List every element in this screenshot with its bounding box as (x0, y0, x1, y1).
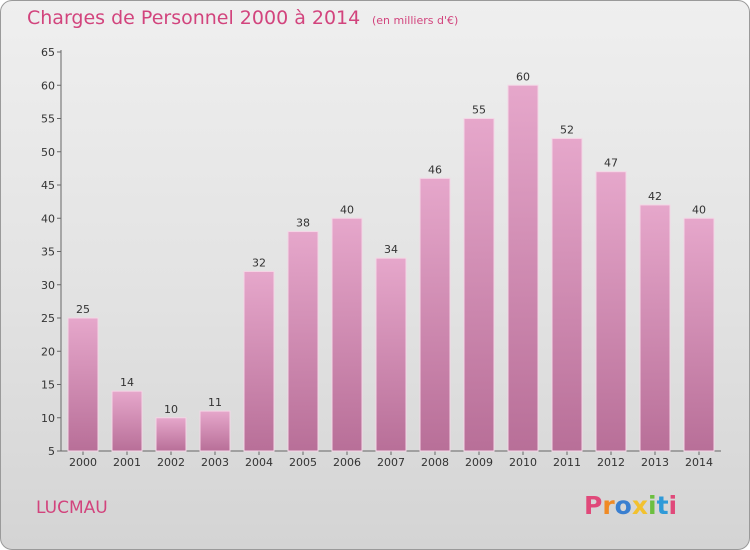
bars (67, 84, 715, 452)
y-tick-label: 20 (41, 345, 55, 358)
bar-2007 (375, 257, 407, 452)
logo-letter: t (656, 491, 669, 520)
data-label: 34 (384, 243, 398, 256)
x-tick-label: 2000 (69, 456, 97, 469)
bar-2005 (287, 231, 319, 452)
x-tick-label: 2008 (421, 456, 449, 469)
y-tick-label: 40 (41, 212, 55, 225)
bar-2013 (639, 204, 671, 452)
labels: 25 14 10 11 32 38 40 34 46 55 60 52 47 42 40 (76, 70, 706, 416)
bar-2014 (683, 217, 715, 452)
logo-letter: o (614, 491, 632, 520)
x-tick-label: 2005 (289, 456, 317, 469)
commune-name: LUCMAU (36, 498, 108, 518)
data-label: 38 (296, 217, 310, 230)
y-tick-label: 50 (41, 146, 55, 159)
logo-letter: i (668, 491, 678, 520)
chart-subtitle: (en milliers d'€) (372, 14, 459, 27)
x-tick-label: 2002 (157, 456, 185, 469)
bar-2006 (331, 217, 363, 452)
data-label: 42 (648, 190, 662, 203)
bar-2010 (507, 84, 539, 452)
x-tick-label: 2004 (245, 456, 273, 469)
y-tick-label: 35 (41, 246, 55, 259)
bar-2001 (111, 390, 143, 452)
x-tick-label: 2014 (685, 456, 713, 469)
x-tick-label: 2013 (641, 456, 669, 469)
x-tick-label: 2006 (333, 456, 361, 469)
chart-title: Charges de Personnel 2000 à 2014 (27, 7, 361, 29)
data-label: 10 (164, 403, 178, 416)
logo-letter: P (584, 491, 603, 520)
y-tick-label: 10 (41, 412, 55, 425)
data-label: 46 (428, 163, 442, 176)
bar-2012 (595, 171, 627, 452)
bar-2011 (551, 137, 583, 452)
y-tick-label: 55 (41, 113, 55, 126)
x-tick-label: 2009 (465, 456, 493, 469)
y-tick-label: 15 (41, 379, 55, 392)
x-tick-label: 2003 (201, 456, 229, 469)
y-tick-label: 60 (41, 79, 55, 92)
x-tick-label: 2001 (113, 456, 141, 469)
logo-letter: i (648, 491, 657, 520)
bar-2002 (155, 417, 187, 452)
bar-2009 (463, 118, 495, 452)
proxiti-logo: Proxiti (584, 491, 677, 520)
bar-2000 (67, 317, 99, 452)
x-tick-label: 2010 (509, 456, 537, 469)
data-label: 55 (472, 104, 486, 117)
x-tick-label: 2007 (377, 456, 405, 469)
y-tick-label: 25 (41, 312, 55, 325)
y-tick-label: 5 (48, 445, 55, 458)
data-label: 52 (560, 123, 574, 136)
y-tick-label: 45 (41, 179, 55, 192)
x-tick-label: 2011 (553, 456, 581, 469)
data-label: 40 (692, 203, 706, 216)
bar-2004 (243, 270, 275, 452)
data-label: 32 (252, 256, 266, 269)
bar-2003 (199, 410, 231, 452)
logo-letter: r (602, 491, 615, 520)
data-label: 11 (208, 396, 222, 409)
y-tick-label: 30 (41, 279, 55, 292)
data-label: 25 (76, 303, 90, 316)
data-label: 14 (120, 376, 134, 389)
data-label: 60 (516, 70, 530, 83)
logo-letter: x (631, 491, 648, 520)
x-tick-label: 2012 (597, 456, 625, 469)
bar-2008 (419, 177, 451, 452)
y-tick-label: 65 (41, 46, 55, 59)
data-label: 40 (340, 203, 354, 216)
data-label: 47 (604, 157, 618, 170)
